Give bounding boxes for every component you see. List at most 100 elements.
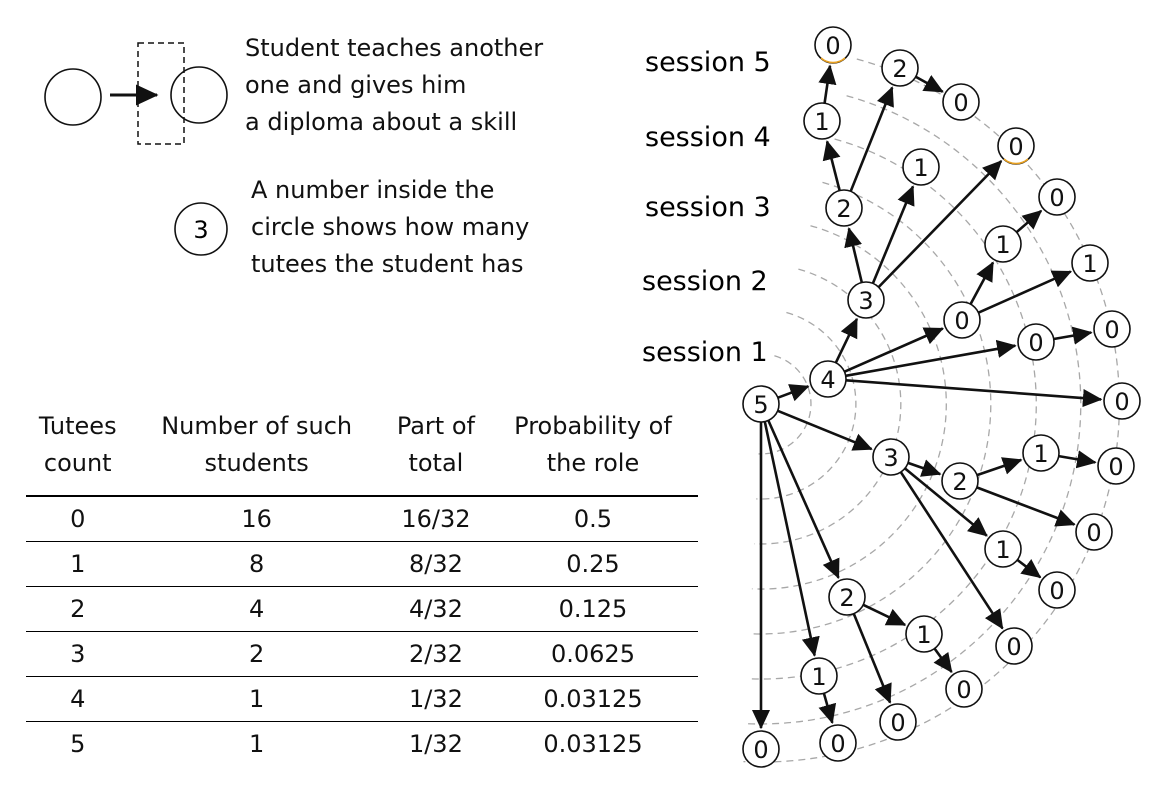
teach-arrow [904,467,988,537]
cell-part-of-total: 16/32 [383,496,488,542]
cell-number-of-students: 1 [249,730,265,758]
student-circle [1097,447,1135,485]
teach-arrow [818,64,837,104]
student-node: 1 [984,530,1022,568]
student-node: 0 [819,724,857,762]
teach-arrow [849,86,894,192]
tutee-count-label: 1 [913,154,928,182]
session-ring [751,225,947,590]
teach-arrow [763,421,820,657]
student-node: 0 [942,83,980,121]
header-tutees-count: Tutees count [26,408,130,497]
cell-tutees-count: 4 [26,676,130,722]
student-node: 3 [872,438,910,476]
student-node: 5 [742,385,780,423]
session-label: session 2 [642,266,768,297]
cell-probability: 0.5 [487,496,698,542]
student-circle [995,627,1033,665]
teach-arrow [969,261,995,305]
student-circle [1022,434,1060,472]
legend-arrow-description: Student teaches another one and gives hi… [245,30,543,141]
tutee-count-label: 0 [1049,184,1064,212]
cell-probability: 0.25 [487,541,698,587]
student-circle [1103,382,1141,420]
tutee-count-label: 0 [1104,316,1119,344]
legend-arrow-line: a diploma about a skill [245,108,518,136]
probability-table-container: Tutees count Number of such students Part … [26,408,698,766]
teach-arrow [877,160,1003,289]
student-circle [828,578,866,616]
teach-arrow [871,185,915,284]
legend-diagram: 3 [44,42,228,256]
tutee-count-label: 1 [811,663,826,691]
tutee-count-label: 0 [1006,633,1021,661]
tutee-count-label: 1 [916,621,931,649]
legend-circle-line: circle shows how many [251,213,530,241]
session-label: session 5 [645,47,771,78]
tutee-count-label: 0 [830,730,845,758]
student-circle [1017,323,1055,361]
student-node: 0 [945,670,983,708]
cell-number-of-students: 2 [129,631,384,677]
legend-circle-line: A number inside the [251,176,495,204]
cell-tutees-count: 0 [26,496,130,542]
student-node: 0 [1038,178,1076,216]
legend-arrow-line: Student teaches another [245,34,544,62]
teach-arrow [1053,326,1093,345]
table-row: 2 4 4/32 0.125 [26,586,698,632]
tutee-count-label: 0 [1008,133,1023,161]
cell-probability: 0.03125 [487,676,698,722]
student-node: 1 [905,615,943,653]
header-part-of-total: Part of total [383,408,488,497]
cell-tutees-count: 2 [26,586,130,632]
tutee-count-label: 2 [839,584,854,612]
student-circle [872,438,910,476]
student-node: 1 [902,148,940,186]
tutee-count-label: 2 [952,468,967,496]
tutee-count-label: 0 [1108,453,1123,481]
student-node: 1 [803,102,841,140]
node-highlight [1003,158,1029,165]
teach-arrow [899,471,1004,630]
tutee-count-label: 1 [995,536,1010,564]
student-circle [1038,571,1076,609]
cell-tutees-count: 1 [26,541,130,587]
teach-arrow [933,647,953,674]
cell-number-of-students: 16 [129,496,384,542]
tutee-count-label: 1 [1033,440,1048,468]
tutee-count-label: 0 [954,307,969,335]
student-node: 0 [1093,310,1131,348]
student-node: 0 [1038,571,1076,609]
teach-arrow [845,339,1017,378]
session-ring [747,138,1037,680]
cell-number-of-students: 8 [129,541,384,587]
student-node: 2 [941,462,979,500]
tutee-count-label: 1 [995,231,1010,259]
session-ring [745,95,1082,725]
student-node: 0 [742,730,780,768]
session-labels: session 5 session 4 session 3 session 2 sess… [642,47,771,368]
student-node: 2 [828,578,866,616]
student-circle [819,724,857,762]
student-node: 0 [997,127,1035,165]
student-circle [1071,244,1109,282]
cell-part-of-total: 4/32 [383,586,488,632]
session-ring [756,311,857,500]
tutee-count-label: 0 [1114,388,1129,416]
teach-arrow [977,270,1072,314]
table-header-row: Tutees count Number of such students Part … [26,408,698,497]
teach-arrow [1058,450,1097,469]
tutee-count-label: 5 [753,391,768,419]
cell-part-of-total: 8/32 [383,541,488,587]
table-row: 5 1 1/32 0.03125 [26,722,698,767]
teach-arrow [976,486,1076,527]
student-node: 2 [825,189,863,227]
tutee-count-label: 0 [890,709,905,737]
student-node: 2 [881,49,919,87]
cell-probability: 0.125 [487,586,698,632]
header-probability: Probability of the role [487,408,698,497]
table-row: 4 1 1/32 0.03125 [26,676,698,722]
student-node: 0 [1097,447,1135,485]
